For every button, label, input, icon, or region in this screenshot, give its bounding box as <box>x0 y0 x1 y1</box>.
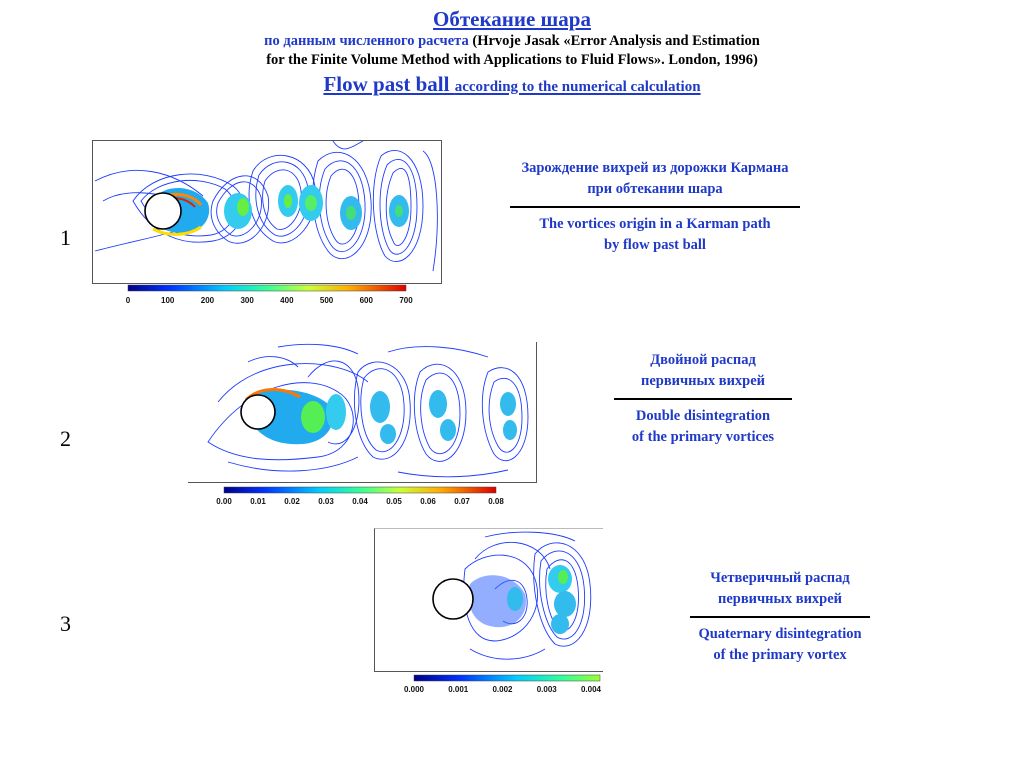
colorbar-tick-label: 0.001 <box>448 685 469 694</box>
contour-plot-3 <box>374 528 603 672</box>
caption-2: Двойной распад первичных вихрей Double d… <box>583 350 823 448</box>
colorbar-tick-label: 0.000 <box>403 685 425 694</box>
title-english-sub: according to the numerical calculation <box>454 79 701 95</box>
caption-2-ru-line2: первичных вихрей <box>640 373 766 389</box>
caption-3-en-line2: of the primary vortex <box>713 647 847 663</box>
source-reference-part2: for the Finite Volume Method with Applic… <box>266 52 758 68</box>
colorbar-tick-label: 100 <box>161 296 175 305</box>
colorbar-2 <box>223 486 497 494</box>
colorbar-tick-label: 300 <box>240 296 254 305</box>
source-reference-part1: (Hrvoje Jasak «Error Analysis and Estima… <box>472 33 760 49</box>
colorbar-1 <box>127 284 407 292</box>
colorbar-tick-label: 0.04 <box>352 497 368 506</box>
colorbar-tick-label: 200 <box>200 296 215 305</box>
slide-header: Обтекание шара по данным численного расч… <box>0 6 1024 101</box>
caption-1-divider <box>510 206 800 208</box>
caption-3-divider <box>690 616 870 618</box>
colorbar-tick-label: 0.08 <box>488 497 504 506</box>
source-line-1: по данным численного расчета (Hrvoje Jas… <box>0 32 1024 51</box>
title-english-main: Flow past ball <box>323 72 450 96</box>
caption-2-ru-line1: Двойной распад <box>650 352 756 368</box>
colorbar-tick-label: 500 <box>319 296 334 305</box>
title-russian: Обтекание шара <box>433 7 591 31</box>
colorbar-3 <box>413 674 601 682</box>
panel-number-2: 2 <box>60 426 71 451</box>
caption-2-en-line2: of the primary vortices <box>631 429 775 445</box>
colorbar-tick-label: 0.01 <box>250 497 266 506</box>
colorbar-tick-label: 0.07 <box>454 497 470 506</box>
title-english: Flow past ball according to the numerica… <box>0 70 1024 101</box>
caption-1-ru-line1: Зарождение вихрей из дорожки Кармана <box>521 160 789 176</box>
caption-3-ru-line2: первичных вихрей <box>717 591 843 607</box>
colorbar-tick-label: 400 <box>280 296 294 305</box>
colorbar-tick-label: 600 <box>359 296 373 305</box>
caption-3: Четверичный распад первичных вихрей Quat… <box>660 568 900 666</box>
colorbar-tick-label: 0.002 <box>492 685 513 694</box>
caption-3-en-line1: Quaternary disintegration <box>698 626 862 642</box>
colorbar-tick-label: 0 <box>125 296 131 305</box>
panel-number-1: 1 <box>60 225 71 250</box>
contour-plot-1 <box>92 140 442 284</box>
colorbar-tick-label: 700 <box>399 296 413 305</box>
colorbar-tick-label: 0.00 <box>216 497 232 506</box>
colorbar-tick-label: 0.02 <box>284 497 300 506</box>
caption-2-divider <box>614 398 792 400</box>
colorbar-tick-label: 0.003 <box>536 685 557 694</box>
caption-1-en-line2: by flow past ball <box>604 237 706 253</box>
colorbar-tick-label: 0.05 <box>386 497 402 506</box>
caption-2-en-line1: Double disintegration <box>635 408 771 424</box>
caption-3-ru-line1: Четверичный распад <box>710 570 850 586</box>
colorbar-tick-label: 0.004 <box>580 685 602 694</box>
colorbar-tick-label: 0.03 <box>318 497 334 506</box>
caption-1-ru-line2: при обтекании шара <box>587 181 723 197</box>
caption-1: Зарождение вихрей из дорожки Кармана при… <box>490 158 820 256</box>
colorbar-tick-label: 0.06 <box>420 497 436 506</box>
caption-1-en-line1: The vortices origin in a Karman path <box>539 216 771 232</box>
contour-plot-2 <box>188 342 537 483</box>
panel-number-3: 3 <box>60 611 71 636</box>
source-prefix-ru: по данным численного расчета <box>264 33 469 49</box>
